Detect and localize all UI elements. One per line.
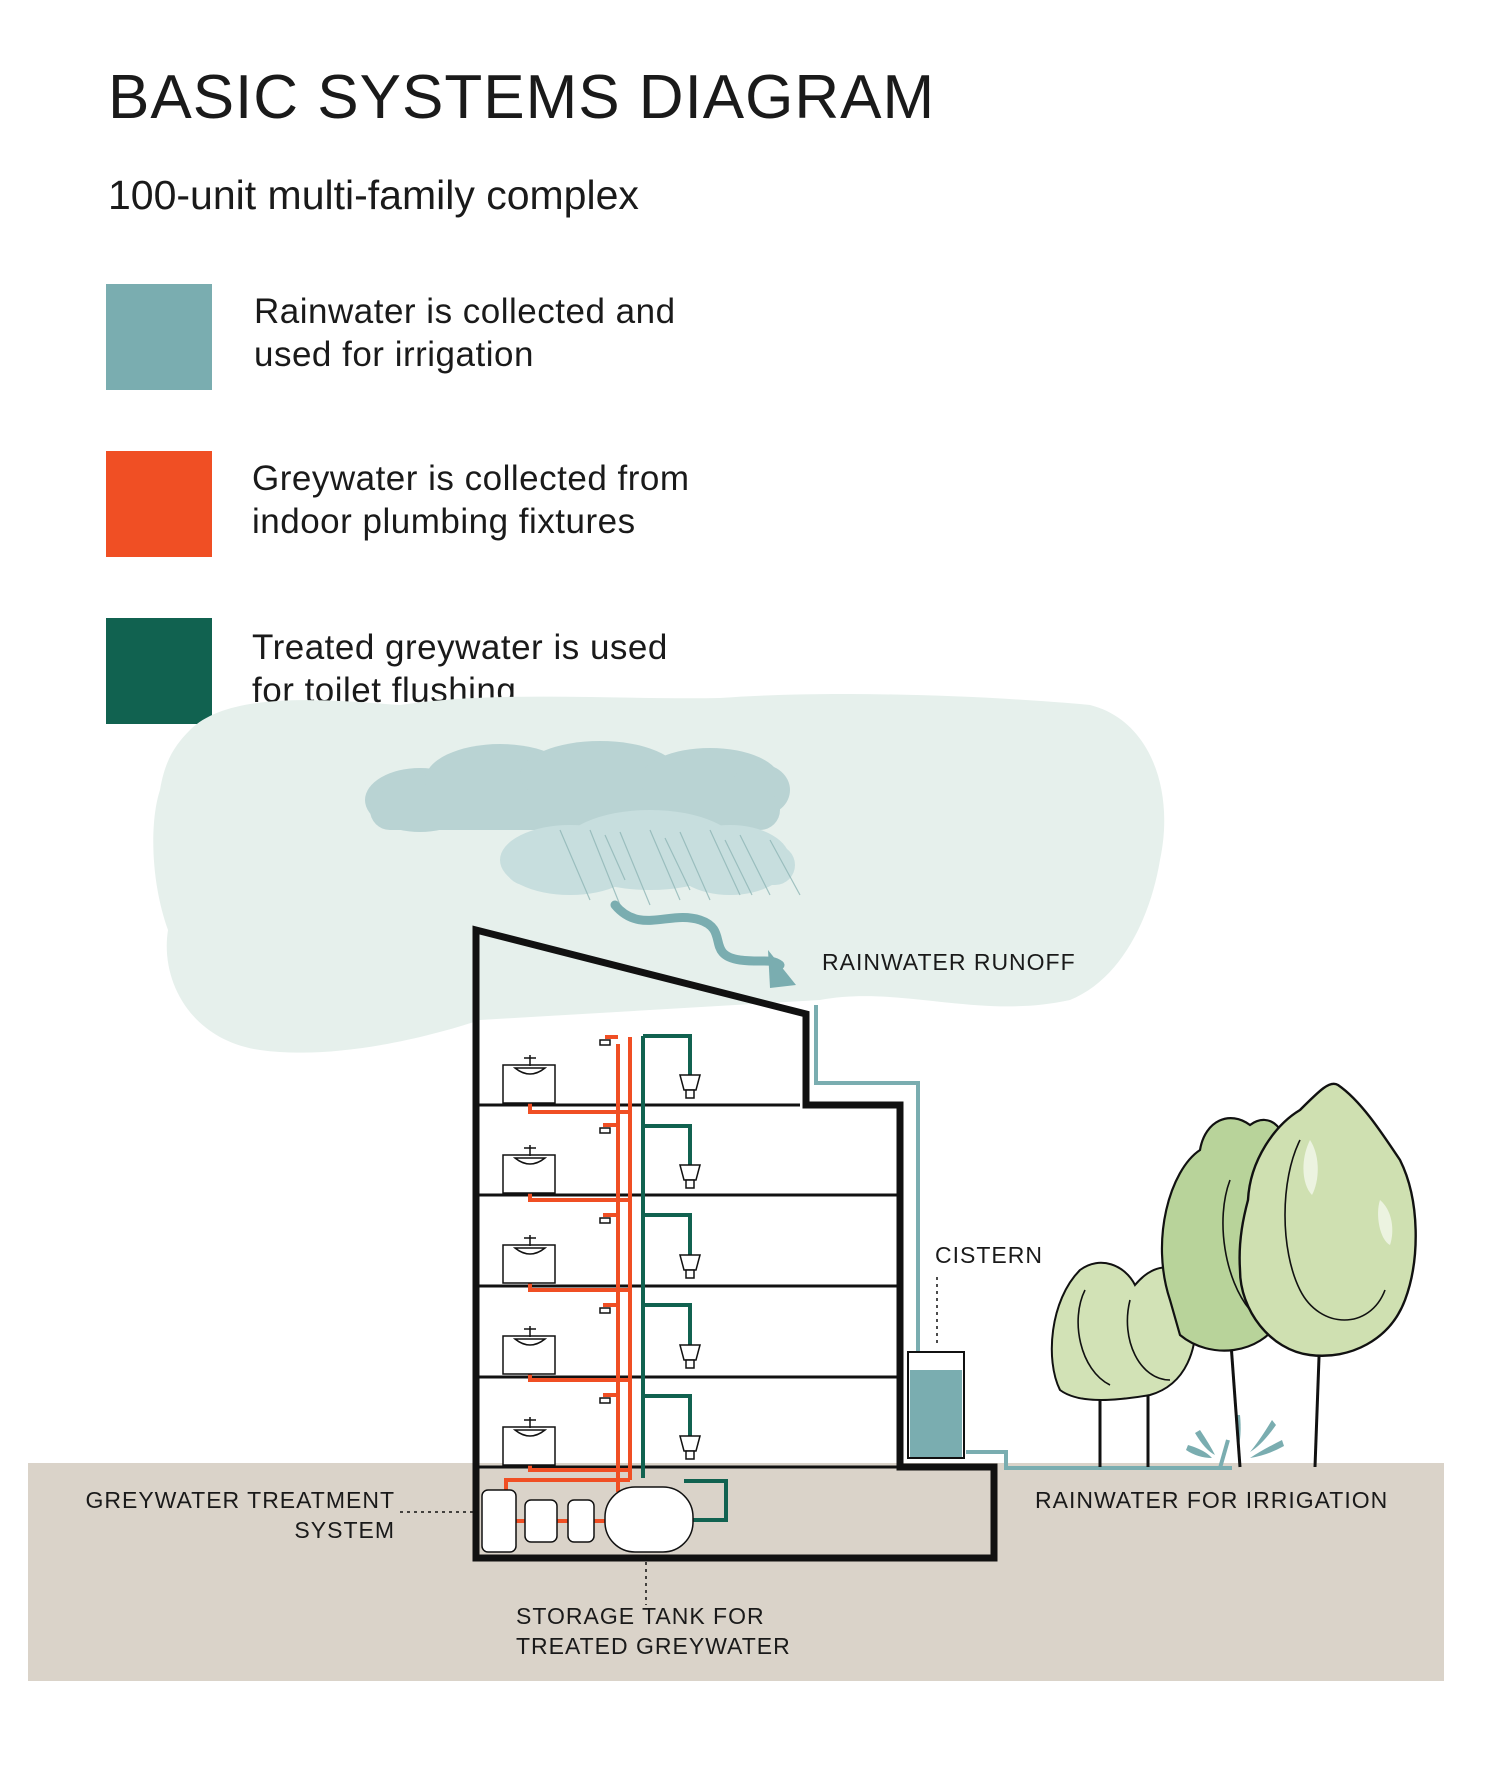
legend-text-rainwater: Rainwater is collected and used for irri… [254, 290, 814, 376]
label-storage-line1: STORAGE TANK FOR [516, 1603, 765, 1629]
rain-cloud-icon [365, 741, 795, 895]
legend-text-treated: Treated greywater is used for toilet flu… [252, 626, 812, 712]
page-title: BASIC SYSTEMS DIAGRAM [108, 63, 936, 132]
trees-icon [1050, 1082, 1417, 1468]
legend-rainwater-line1: Rainwater is collected and [254, 292, 676, 331]
treatment-system-icon [481, 1489, 595, 1553]
ground [28, 1463, 1444, 1681]
cistern-water [910, 1370, 962, 1457]
runoff-arrow [610, 900, 785, 970]
legend-swatch-rainwater [106, 284, 212, 390]
label-storage-line2: TREATED GREYWATER [516, 1633, 791, 1659]
legend-greywater-line2: indoor plumbing fixtures [252, 502, 636, 541]
legend-text-greywater: Greywater is collected from indoor plumb… [252, 457, 812, 543]
page-subtitle: 100-unit multi-family complex [108, 172, 639, 218]
legend-greywater-line1: Greywater is collected from [252, 459, 690, 498]
legend-treated-line1: Treated greywater is used [252, 628, 668, 667]
rainwater-pipes [814, 1005, 1232, 1470]
storage-tank-icon [604, 1486, 694, 1553]
label-cistern: CISTERN [935, 1242, 1043, 1268]
label-rainwater-runoff: RAINWATER RUNOFF [822, 949, 1076, 975]
plumbing-fixtures [502, 1039, 701, 1466]
label-treatment-line1: GREYWATER TREATMENT [86, 1487, 396, 1513]
building [472, 925, 998, 1562]
runoff-arrow-head [768, 950, 796, 988]
legend-swatch-greywater [106, 451, 212, 557]
label-rainwater-irrigation: RAINWATER FOR IRRIGATION [1035, 1487, 1388, 1513]
legend-swatch-treated [106, 618, 212, 724]
sprinkler-icon [1186, 1415, 1284, 1458]
label-treatment-line2: SYSTEM [294, 1517, 395, 1543]
legend-rainwater-line2: used for irrigation [254, 335, 534, 374]
treated-pipes [641, 1034, 728, 1522]
rain-streaks [559, 829, 801, 906]
